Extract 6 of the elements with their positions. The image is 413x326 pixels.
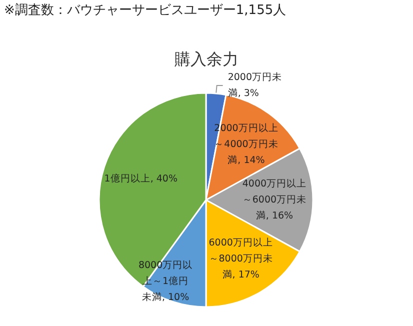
chart-title: 購入余力 (174, 50, 238, 68)
slice-label: 6000万円以上～8000万円未満, 17% (208, 236, 273, 280)
slice-label: 2000万円未満, 3% (228, 71, 282, 100)
slice-label: 4000万円以上～6000万円未満, 16% (242, 178, 307, 222)
text: ※調査数：バウチャーサービスユーザー1,155人 (4, 3, 286, 18)
slice-label: 1億円以上, 40% (104, 172, 178, 184)
